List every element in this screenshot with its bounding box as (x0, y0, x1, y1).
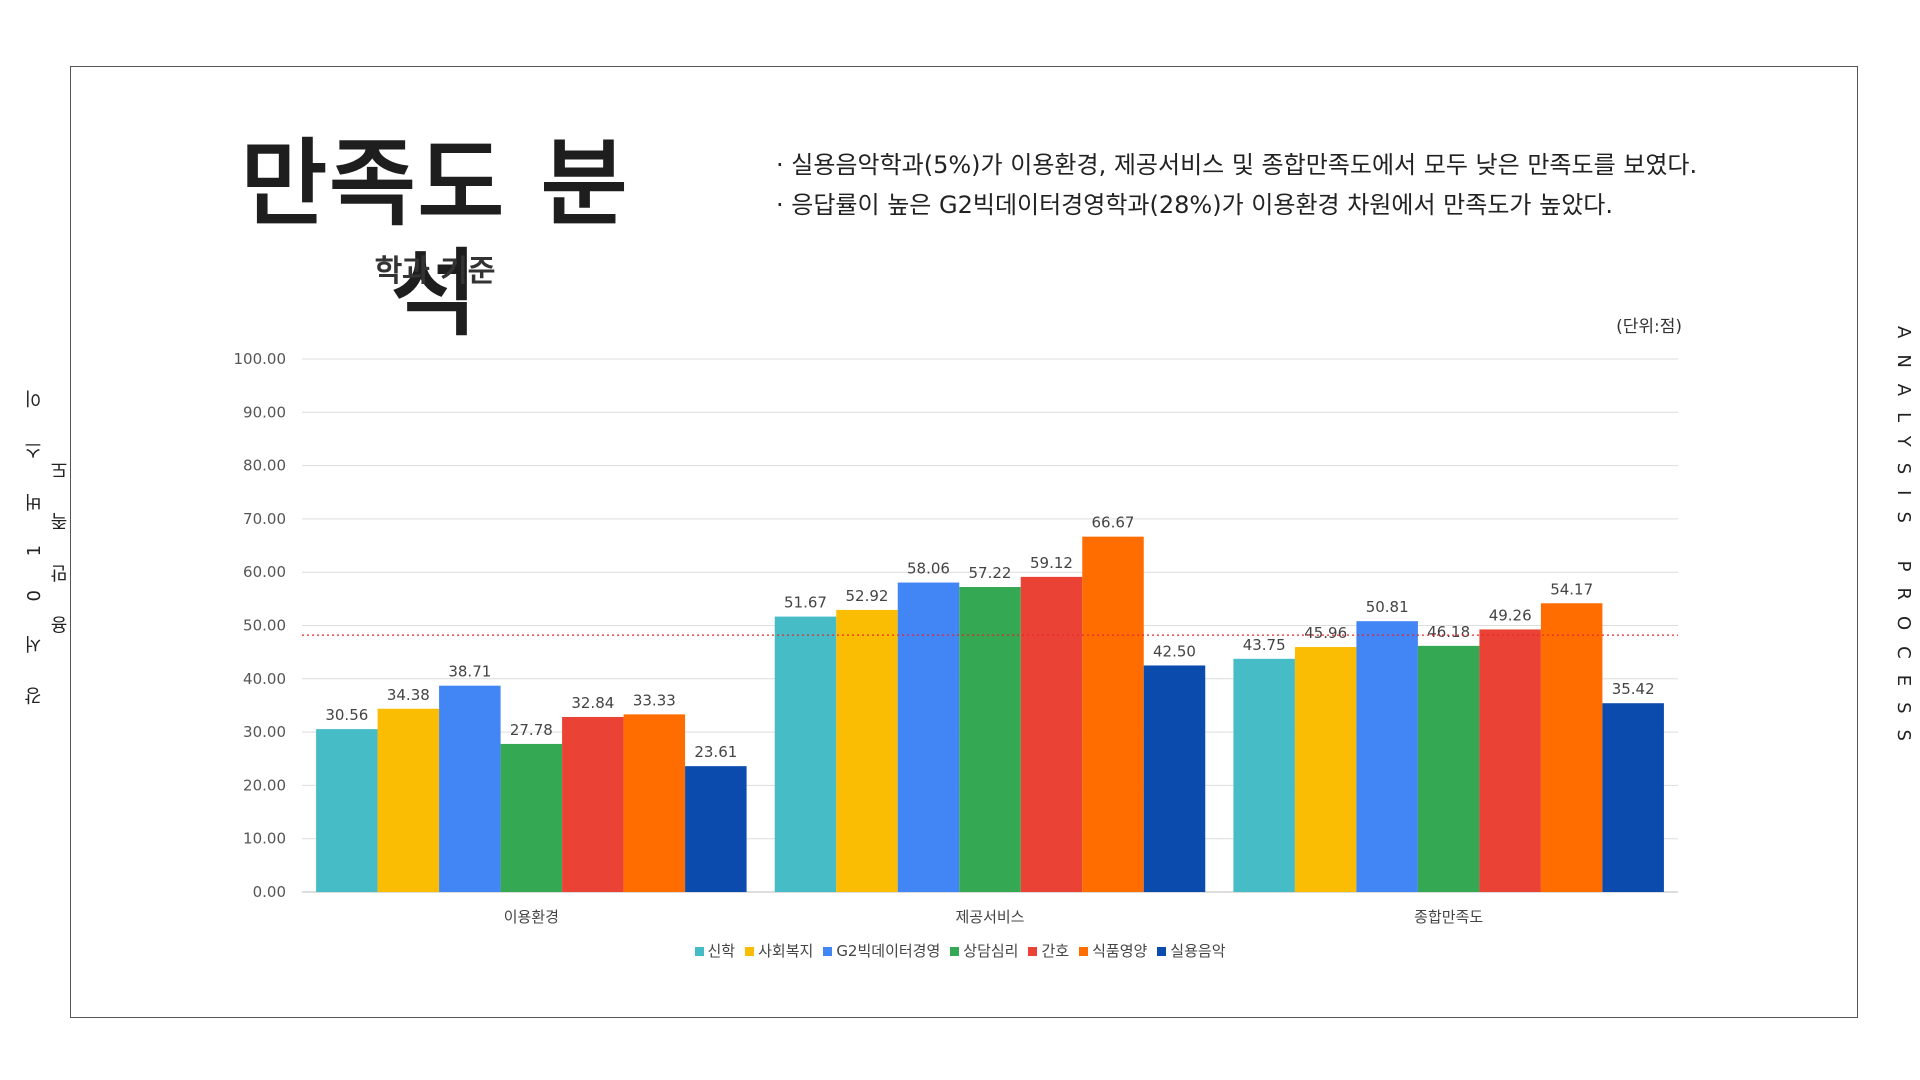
bar (897, 582, 960, 892)
bar (1417, 645, 1480, 892)
notes: · 실용음악학과(5%)가 이용환경, 제공서비스 및 종합만족도에서 모두 낮… (776, 145, 1846, 225)
x-category-label: 제공서비스 (955, 908, 1024, 926)
y-tick-label: 10.00 (243, 830, 286, 848)
chart-legend: 신학 사회복지 G2빅데이터경영 상담심리 간호 식품영양 실용음악 (620, 940, 1300, 961)
bar (836, 609, 898, 892)
page-title: 만족도 분석 (240, 130, 630, 349)
legend-label: 식품영양 (1092, 942, 1148, 960)
data-label: 45.96 (1304, 624, 1347, 642)
bar (959, 587, 1021, 892)
y-tick-label: 90.00 (243, 403, 286, 421)
data-label: 35.42 (1612, 680, 1655, 698)
y-tick-label: 40.00 (243, 670, 286, 688)
legend-item: 신학 (694, 940, 736, 961)
bar (500, 743, 563, 892)
legend-item: 식품영양 (1079, 940, 1147, 961)
bar (1082, 536, 1144, 892)
data-label: 32.84 (571, 694, 614, 712)
legend-swatch (950, 947, 960, 956)
legend-label: 신학 (707, 942, 736, 960)
bar (1602, 703, 1664, 892)
legend-swatch (1028, 947, 1038, 956)
data-label: 66.67 (1092, 514, 1135, 532)
data-label: 54.17 (1550, 580, 1593, 598)
data-label: 42.50 (1153, 642, 1196, 660)
legend-label: 실용음악 (1170, 942, 1226, 960)
bar (377, 708, 440, 892)
legend-label: 간호 (1041, 942, 1070, 960)
bar (439, 685, 501, 892)
data-label: 27.78 (510, 721, 553, 739)
data-label: 38.71 (448, 663, 491, 681)
data-label: 58.06 (907, 560, 950, 578)
legend-swatch (823, 947, 833, 956)
data-label: 33.33 (633, 691, 676, 709)
content-frame (70, 66, 1858, 1018)
y-tick-label: 50.00 (243, 617, 286, 635)
data-label: 34.38 (387, 686, 430, 704)
data-label: 52.92 (846, 587, 889, 605)
bar (1294, 647, 1357, 892)
bar (316, 729, 378, 892)
legend-swatch (1157, 947, 1167, 956)
bar (562, 716, 624, 892)
y-tick-label: 20.00 (243, 776, 286, 794)
y-tick-label: 60.00 (243, 563, 286, 581)
legend-item: 상담심리 (950, 940, 1018, 961)
note-1: · 실용음악학과(5%)가 이용환경, 제공서비스 및 종합만족도에서 모두 낮… (776, 151, 1698, 179)
legend-item: 실용음악 (1157, 940, 1226, 961)
bar (1020, 576, 1083, 892)
legend-label: 사회복지 (758, 942, 814, 960)
bar (774, 616, 837, 892)
side-label-right: ANALYSIS PROCESS (1893, 326, 1914, 757)
legend-swatch (1079, 947, 1089, 956)
bar (1233, 658, 1295, 892)
bar (685, 766, 747, 892)
data-label: 50.81 (1366, 598, 1409, 616)
y-tick-label: 0.00 (253, 883, 286, 901)
data-label: 57.22 (969, 564, 1012, 582)
y-tick-label: 80.00 (243, 457, 286, 475)
bar (1540, 603, 1603, 892)
data-label: 46.18 (1427, 623, 1470, 641)
unit-label: (단위:점) (1616, 317, 1682, 337)
bar (623, 714, 686, 892)
note-2: · 응답률이 높은 G2빅데이터경영학과(28%)가 이용환경 차원에서 만족도… (776, 191, 1613, 219)
legend-item: 사회복지 (745, 940, 813, 961)
data-label: 51.67 (784, 594, 827, 612)
legend-swatch (694, 947, 704, 956)
data-label: 30.56 (325, 706, 368, 724)
page-subtitle: 학과 기준 (374, 254, 496, 289)
data-label: 59.12 (1030, 554, 1073, 572)
x-category-label: 종합만족도 (1414, 908, 1483, 926)
legend-label: G2빅데이터경영 (836, 942, 941, 960)
bar (1143, 665, 1206, 892)
legend-swatch (745, 947, 755, 956)
y-tick-label: 30.00 (243, 723, 286, 741)
data-label: 43.75 (1243, 636, 1286, 654)
bar (1356, 621, 1418, 892)
data-label: 49.26 (1489, 606, 1532, 624)
y-tick-label: 70.00 (243, 510, 286, 528)
legend-item: 간호 (1028, 940, 1069, 961)
data-label: 23.61 (694, 743, 737, 761)
legend-label: 상담심리 (963, 942, 1019, 960)
bar (1479, 629, 1541, 892)
x-category-label: 이용환경 (504, 908, 559, 926)
y-tick-label: 100.00 (234, 350, 287, 368)
legend-item: G2빅데이터경영 (823, 940, 940, 961)
